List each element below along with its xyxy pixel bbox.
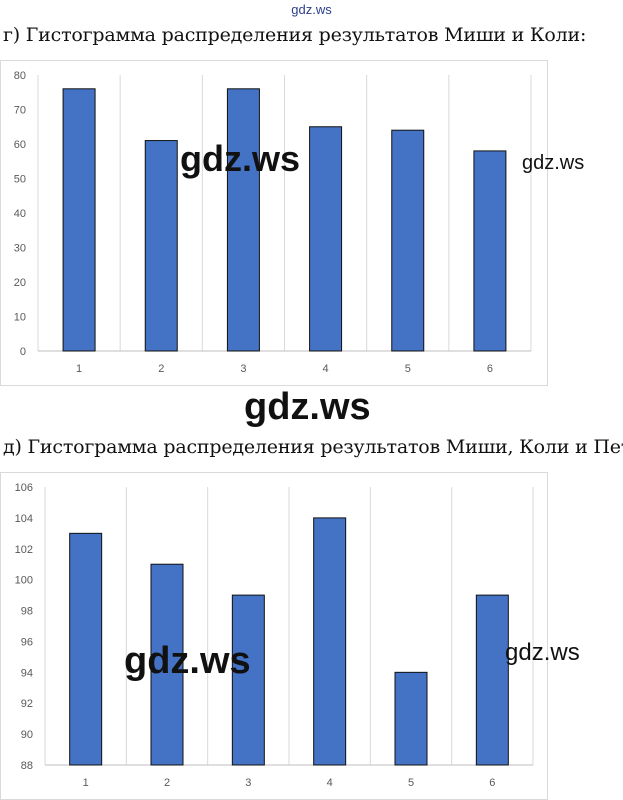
chart2-x-tick-label: 6 xyxy=(489,777,495,789)
chart2-y-tick-label: 106 xyxy=(15,482,33,494)
chart1-y-tick-label: 70 xyxy=(14,105,26,117)
chart1-x-tick-label: 6 xyxy=(487,363,493,375)
chart2-y-tick-label: 96 xyxy=(21,636,33,648)
chart1-bar-3 xyxy=(226,88,260,352)
chart2-caption: д) Гистограмма распределения результатов… xyxy=(3,436,623,458)
chart2-x-tick-label: 1 xyxy=(83,777,89,789)
chart2-y-tick-label: 104 xyxy=(15,513,33,525)
chart2-bar-2 xyxy=(150,563,184,766)
chart1-bar-6 xyxy=(473,150,507,352)
chart2-y-tick-label: 88 xyxy=(21,760,33,772)
watermark-between: gdz.ws xyxy=(244,386,371,428)
chart1-y-tick-label: 30 xyxy=(14,243,26,255)
watermark-chart2-left: gdz.ws xyxy=(124,640,251,682)
chart2-x-tick-label: 3 xyxy=(245,777,251,789)
chart2-bar-1 xyxy=(69,532,103,766)
watermark-top: gdz.ws xyxy=(291,2,332,17)
chart1-bar-4 xyxy=(309,126,343,352)
chart2-y-tick-label: 92 xyxy=(21,698,33,710)
chart2-x-tick-label: 4 xyxy=(327,777,333,789)
chart1-y-tick-label: 50 xyxy=(14,174,26,186)
chart1-bar-2 xyxy=(144,140,178,352)
chart2-svg: 88 90 92 94 96 98 100 102 104 106 1 2 3 4 5 6 xyxy=(15,482,534,789)
chart2-bar-3 xyxy=(231,594,265,766)
chart1-svg: 0 10 20 30 40 50 60 70 80 1 2 3 4 5 6 xyxy=(14,70,532,375)
chart1-y-tick-label: 20 xyxy=(14,277,26,289)
watermark-chart2-right: gdz.ws xyxy=(505,639,580,666)
chart1-x-tick-label: 5 xyxy=(405,363,411,375)
chart1-x-tick-label: 2 xyxy=(158,363,164,375)
chart1-y-tick-label: 0 xyxy=(20,346,26,358)
chart2-bar-4 xyxy=(313,517,347,766)
chart2-container: 88 90 92 94 96 98 100 102 104 106 1 2 3 4 5 6 xyxy=(0,472,548,800)
chart1-y-tick-label: 60 xyxy=(14,139,26,151)
chart1-container: 0 10 20 30 40 50 60 70 80 1 2 3 4 5 6 xyxy=(0,60,548,386)
chart1-x-tick-label: 4 xyxy=(323,363,329,375)
chart1-x-tick-label: 1 xyxy=(76,363,82,375)
chart1-caption: г) Гистограмма распределения результатов… xyxy=(3,24,587,46)
watermark-chart1-center: gdz.ws xyxy=(180,138,301,179)
chart2-y-tick-label: 100 xyxy=(15,575,33,587)
watermark-chart1-right: gdz.ws xyxy=(522,152,585,174)
chart1-bar-5 xyxy=(391,129,425,352)
chart2-bar-6 xyxy=(475,594,509,766)
chart2-x-tick-label: 5 xyxy=(408,777,414,789)
chart1-x-tick-label: 3 xyxy=(240,363,246,375)
chart1-bar-1 xyxy=(62,88,96,352)
chart1-y-tick-label: 40 xyxy=(14,208,26,220)
chart2-y-tick-label: 102 xyxy=(15,544,33,556)
chart2-x-tick-label: 2 xyxy=(164,777,170,789)
chart2-y-tick-label: 98 xyxy=(21,606,33,618)
chart1-y-tick-label: 10 xyxy=(14,312,26,324)
chart1-y-tick-label: 80 xyxy=(14,70,26,82)
chart2-y-tick-label: 90 xyxy=(21,729,33,741)
chart2-bar-5 xyxy=(394,671,428,766)
chart2-y-tick-label: 94 xyxy=(21,667,33,679)
